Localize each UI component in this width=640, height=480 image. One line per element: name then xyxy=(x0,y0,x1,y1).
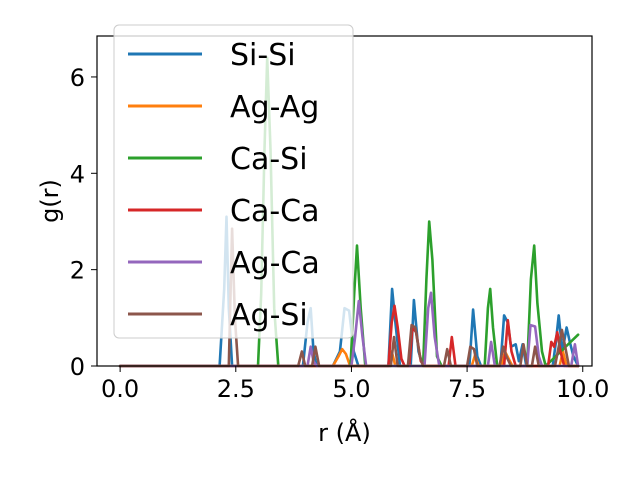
x-axis-label: r (Å) xyxy=(318,418,371,447)
legend-label: Ca-Ca xyxy=(230,194,320,229)
x-tick-label: 5.0 xyxy=(332,375,370,403)
legend-label: Si-Si xyxy=(230,38,296,73)
series-line-3 xyxy=(118,304,580,368)
y-tick-label: 2 xyxy=(70,257,85,285)
x-tick-label: 0.0 xyxy=(101,375,139,403)
y-axis-label: g(r) xyxy=(36,179,64,223)
legend-label: Ag-Ag xyxy=(230,90,319,125)
legend-label: Ca-Si xyxy=(230,142,308,177)
y-axis: 0 2 4 6 xyxy=(70,64,97,381)
y-tick-label: 0 xyxy=(70,353,85,381)
x-tick-label: 7.5 xyxy=(448,375,486,403)
legend-box xyxy=(113,24,354,339)
y-tick-label: 6 xyxy=(70,64,85,92)
x-tick-label: 2.5 xyxy=(217,375,255,403)
legend-label: Ag-Si xyxy=(230,298,308,333)
series-line-5 xyxy=(118,227,580,368)
legend-label: Ag-Ca xyxy=(230,246,320,281)
legend: Si-Si Ag-Ag Ca-Si Ca-Ca Ag-Ca Ag-Si xyxy=(113,24,354,339)
x-tick-label: 10.0 xyxy=(556,375,609,403)
y-tick-label: 4 xyxy=(70,160,85,188)
x-axis: 0.0 2.5 5.0 7.5 10.0 xyxy=(101,366,609,403)
